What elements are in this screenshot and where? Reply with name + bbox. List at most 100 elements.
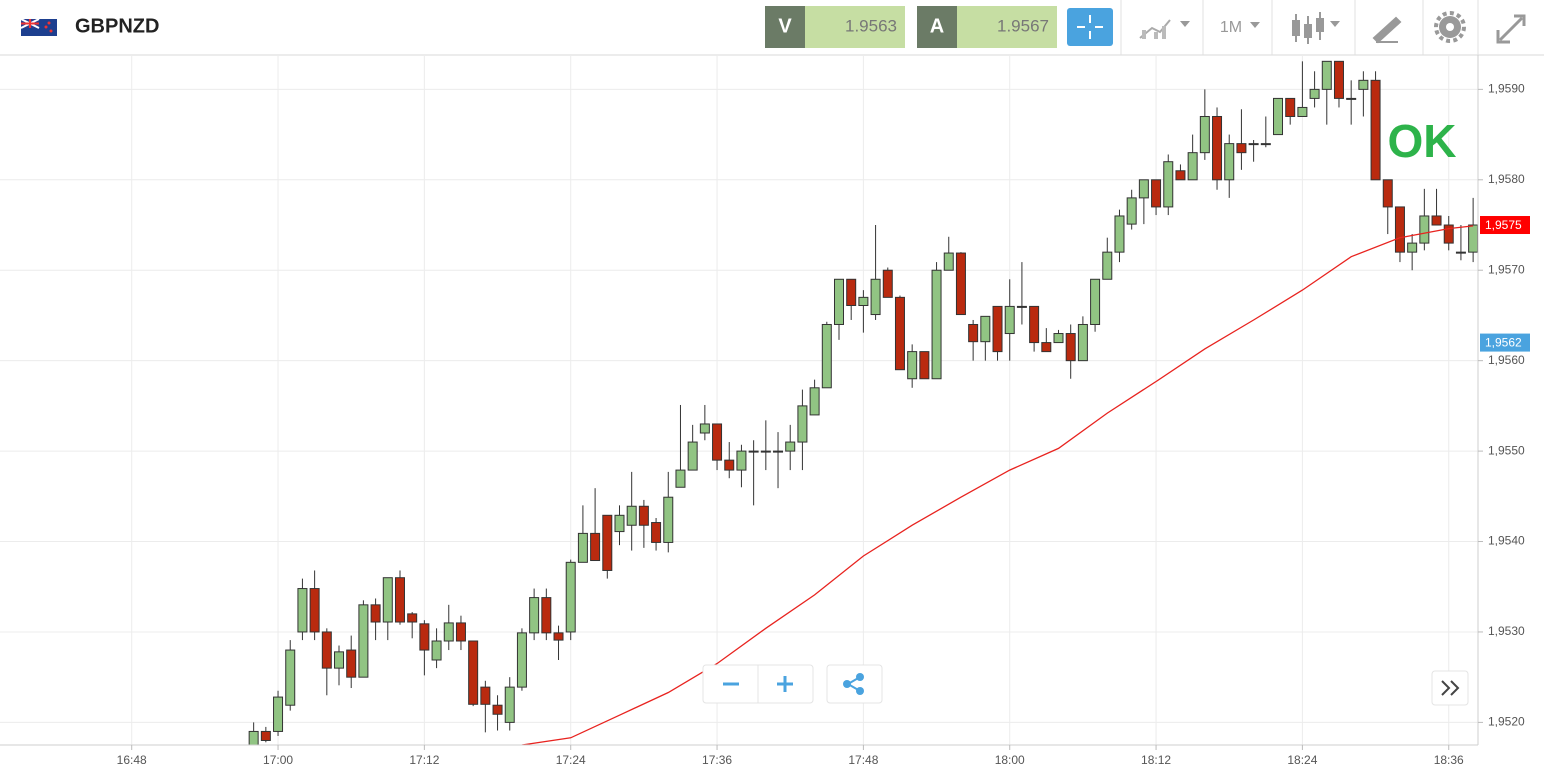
candle-body — [638, 505, 649, 526]
candle-body — [1260, 143, 1271, 146]
candle-body — [1151, 179, 1162, 208]
candle-body — [846, 278, 857, 306]
candle-body — [968, 323, 979, 343]
moving-average-line — [504, 225, 1474, 745]
candle-body — [894, 296, 905, 371]
zoom-controls — [702, 664, 814, 704]
candle-body — [480, 686, 491, 705]
flag-icon — [20, 18, 57, 36]
price-marker — [1480, 333, 1530, 352]
symbol: GBPNZD — [75, 15, 159, 37]
share-button[interactable] — [826, 664, 883, 704]
sell-button[interactable]: V 1.9563 — [765, 6, 905, 48]
candle-body — [1455, 251, 1466, 254]
candle-body — [1004, 305, 1015, 335]
candle-body — [358, 604, 369, 678]
candle-body — [712, 423, 723, 461]
grid — [0, 55, 1478, 745]
candle-body — [1431, 215, 1442, 226]
candle-body — [797, 405, 808, 443]
candle-body — [334, 651, 345, 669]
crosshair-button[interactable] — [1067, 8, 1113, 46]
x-tick-label: 17:00 — [263, 753, 293, 767]
candle-body — [675, 469, 686, 488]
buy-label-box — [917, 6, 957, 48]
scroll-end-button[interactable] — [1431, 670, 1469, 706]
y-tick-label: 1,9590 — [1488, 82, 1525, 96]
timeframe-button[interactable]: 1M — [1220, 19, 1260, 36]
y-tick-label: 1,9560 — [1488, 353, 1525, 367]
candle-body — [1175, 170, 1186, 181]
candle-body — [1041, 342, 1052, 353]
candle-body — [443, 622, 454, 642]
candle-body — [1443, 224, 1454, 244]
candles-button[interactable] — [1292, 12, 1340, 44]
candle-body — [1346, 97, 1357, 100]
candle-body — [1370, 79, 1381, 181]
candle-body — [870, 278, 881, 316]
x-tick-label: 16:48 — [117, 753, 147, 767]
chart-type-button[interactable] — [1139, 19, 1190, 39]
candle-body — [394, 577, 405, 623]
candle-body — [1077, 323, 1088, 362]
candle-body — [1309, 88, 1320, 99]
sell-price-box — [805, 6, 905, 48]
candle-body — [1419, 215, 1430, 244]
candle-body — [785, 441, 796, 452]
candle-body — [1285, 97, 1296, 117]
y-tick-label: 1,9580 — [1488, 172, 1525, 186]
candle-body — [821, 323, 832, 389]
candle-body — [1382, 179, 1393, 208]
x-tick-label: 17:36 — [702, 753, 732, 767]
draw-button[interactable] — [1372, 16, 1402, 44]
plot-area — [248, 60, 1478, 745]
candle-body — [1053, 333, 1064, 344]
candle-body — [248, 730, 259, 745]
candle-body — [492, 704, 503, 715]
candle-body — [309, 588, 320, 633]
sell-label: V — [778, 15, 792, 37]
fullscreen-button[interactable] — [1496, 14, 1526, 44]
settings-button[interactable] — [1434, 11, 1466, 43]
candle-body — [651, 522, 662, 543]
candle-body — [419, 623, 430, 651]
candle-body — [321, 631, 332, 669]
candle-body — [980, 315, 991, 343]
x-tick-label: 17:24 — [556, 753, 586, 767]
candle-body — [1029, 305, 1040, 344]
candle-body — [1090, 278, 1101, 325]
candle-body — [907, 351, 918, 380]
x-tick-label: 18:12 — [1141, 753, 1171, 767]
candle-body — [285, 649, 296, 706]
candle-body — [687, 441, 698, 471]
candle-body — [992, 305, 1003, 353]
candle-body — [1138, 179, 1149, 199]
candle-body — [931, 269, 942, 380]
candle-body — [663, 496, 674, 543]
timeframe: 1M — [1220, 19, 1242, 36]
candle-body — [919, 351, 930, 380]
candle-body — [1468, 224, 1478, 253]
sell-label-box — [765, 6, 805, 48]
sell-price: 1.9563 — [845, 16, 897, 35]
x-tick-label: 17:12 — [409, 753, 439, 767]
buy-price-box — [957, 6, 1057, 48]
candle-body — [1321, 60, 1332, 90]
candle-body — [577, 532, 588, 563]
candle-body — [858, 296, 869, 306]
buy-label: A — [930, 15, 944, 37]
candle-body — [541, 597, 552, 634]
candle-body — [1163, 161, 1174, 208]
candle-body — [614, 514, 625, 533]
zoom-in-button[interactable] — [777, 676, 793, 692]
candle-body — [504, 686, 515, 723]
buy-button[interactable]: A 1.9567 — [917, 6, 1057, 48]
candle-body — [407, 613, 418, 623]
candle-body — [260, 730, 271, 741]
candle-body — [943, 252, 954, 271]
candle-body — [1248, 143, 1259, 146]
candle-body — [1199, 115, 1210, 154]
candle-body — [565, 561, 576, 633]
candle-body — [590, 532, 601, 562]
